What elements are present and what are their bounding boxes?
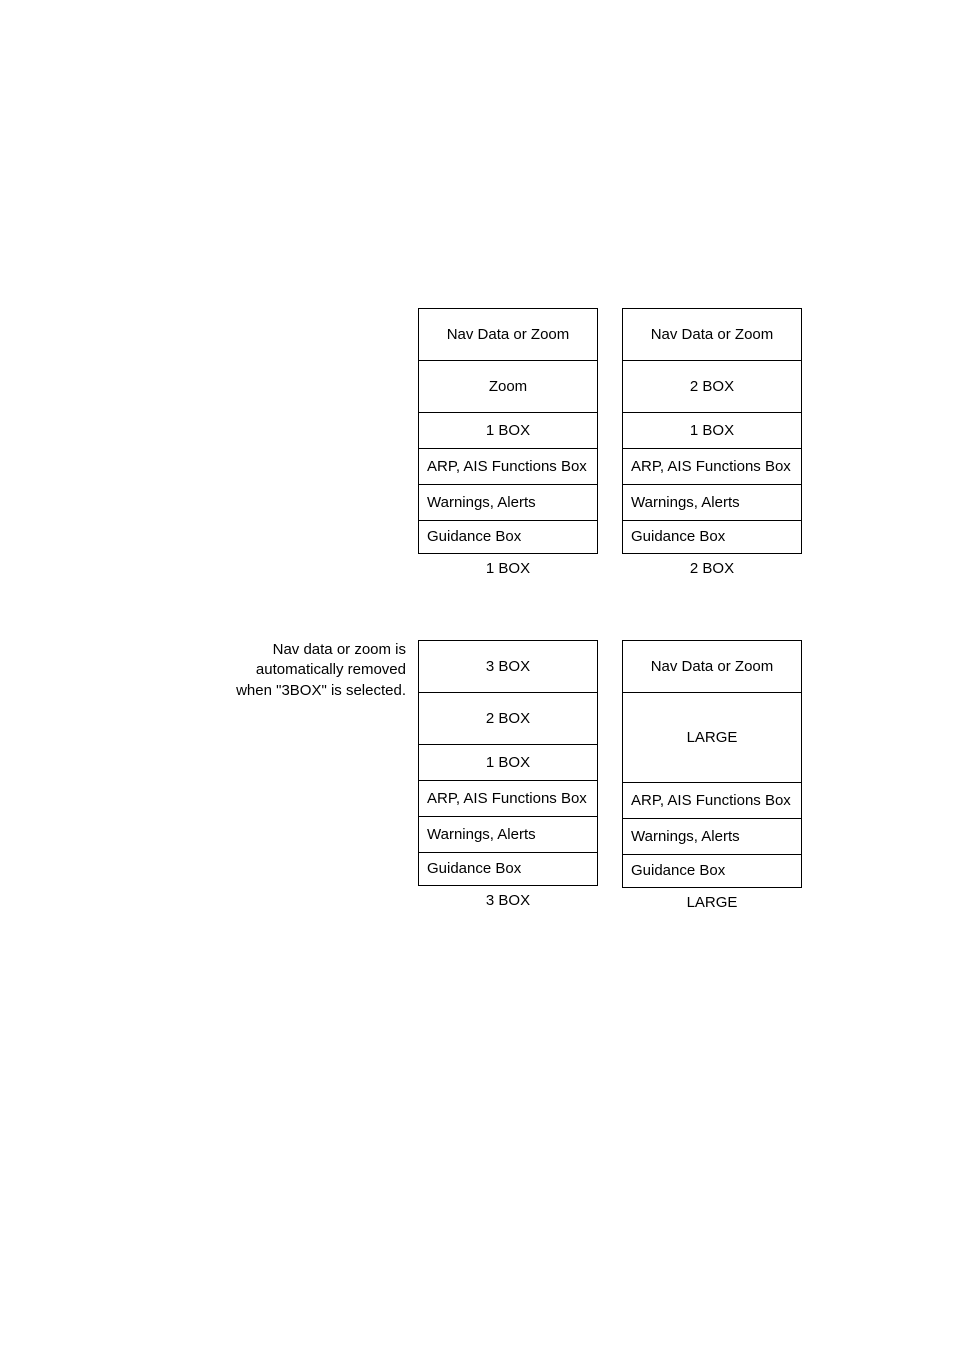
one_box-cell-2: 1 BOX xyxy=(419,413,597,449)
two_box-cell-1: 2 BOX xyxy=(623,361,801,413)
large-cell-3: Warnings, Alerts xyxy=(623,819,801,855)
one_box-cell-4: Warnings, Alerts xyxy=(419,485,597,521)
two_box-cell-5: Guidance Box xyxy=(623,521,801,553)
top-row: Nav Data or ZoomZoom1 BOXARP, AIS Functi… xyxy=(418,308,802,577)
one_box-cell-0: Nav Data or Zoom xyxy=(419,309,597,361)
bottom-row: 3 BOX2 BOX1 BOXARP, AIS Functions BoxWar… xyxy=(418,640,802,911)
panel-1box-caption: 1 BOX xyxy=(418,560,598,577)
panel-2box: Nav Data or Zoom2 BOX1 BOXARP, AIS Funct… xyxy=(622,308,802,577)
large-cell-1: LARGE xyxy=(623,693,801,783)
diagram-canvas: Nav Data or ZoomZoom1 BOXARP, AIS Functi… xyxy=(0,0,954,1350)
three_box-cell-0: 3 BOX xyxy=(419,641,597,693)
large-cell-2: ARP, AIS Functions Box xyxy=(623,783,801,819)
one_box-cell-1: Zoom xyxy=(419,361,597,413)
two_box-cell-4: Warnings, Alerts xyxy=(623,485,801,521)
panel-2box-stack: Nav Data or Zoom2 BOX1 BOXARP, AIS Funct… xyxy=(622,308,802,554)
three_box-cell-2: 1 BOX xyxy=(419,745,597,781)
two_box-cell-3: ARP, AIS Functions Box xyxy=(623,449,801,485)
two_box-cell-0: Nav Data or Zoom xyxy=(623,309,801,361)
large-cell-0: Nav Data or Zoom xyxy=(623,641,801,693)
panel-3box: 3 BOX2 BOX1 BOXARP, AIS Functions BoxWar… xyxy=(418,640,598,911)
side-note: Nav data or zoom isautomatically removed… xyxy=(146,640,406,701)
two_box-cell-2: 1 BOX xyxy=(623,413,801,449)
panel-large-caption: LARGE xyxy=(622,894,802,911)
one_box-cell-5: Guidance Box xyxy=(419,521,597,553)
panel-large-stack: Nav Data or ZoomLARGEARP, AIS Functions … xyxy=(622,640,802,888)
panel-2box-caption: 2 BOX xyxy=(622,560,802,577)
panel-large: Nav Data or ZoomLARGEARP, AIS Functions … xyxy=(622,640,802,911)
panel-1box-stack: Nav Data or ZoomZoom1 BOXARP, AIS Functi… xyxy=(418,308,598,554)
three_box-cell-5: Guidance Box xyxy=(419,853,597,885)
one_box-cell-3: ARP, AIS Functions Box xyxy=(419,449,597,485)
panel-3box-stack: 3 BOX2 BOX1 BOXARP, AIS Functions BoxWar… xyxy=(418,640,598,886)
three_box-cell-1: 2 BOX xyxy=(419,693,597,745)
panel-3box-caption: 3 BOX xyxy=(418,892,598,909)
three_box-cell-3: ARP, AIS Functions Box xyxy=(419,781,597,817)
three_box-cell-4: Warnings, Alerts xyxy=(419,817,597,853)
large-cell-4: Guidance Box xyxy=(623,855,801,887)
panel-1box: Nav Data or ZoomZoom1 BOXARP, AIS Functi… xyxy=(418,308,598,577)
